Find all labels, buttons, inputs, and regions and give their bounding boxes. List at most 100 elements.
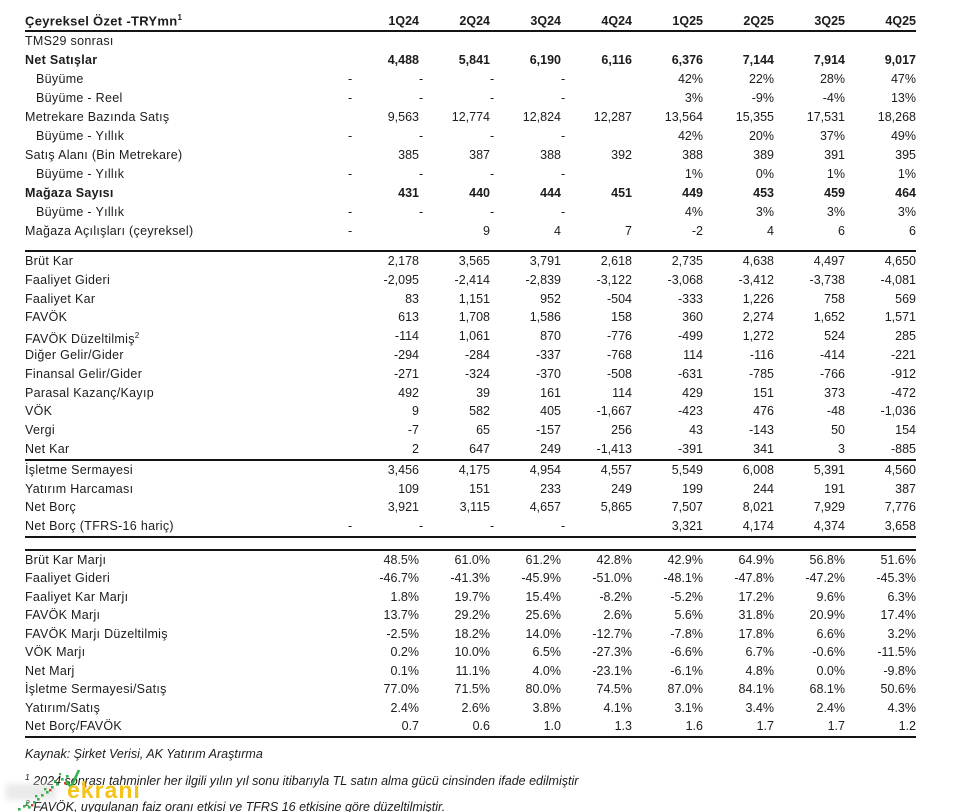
cell: 1.8% <box>390 589 420 604</box>
cell: 42.9% <box>667 552 703 567</box>
cell: 4,557 <box>600 462 632 477</box>
cell: 431 <box>398 186 419 200</box>
row-label: Net Borç (TFRS-16 hariç) <box>25 519 174 534</box>
cell: 9 <box>483 224 490 238</box>
footnote-2-text-end: faiz oranı etkisi ve TFRS 16 etkisine gö… <box>138 800 446 812</box>
cell: 1,586 <box>529 310 561 325</box>
table-row: Büyüme - Yıllık - - - - 1% 0% 1% 1% <box>25 165 916 184</box>
cell: 7,929 <box>813 500 845 515</box>
cell: 444 <box>540 186 561 200</box>
cell: -114 <box>394 329 419 344</box>
cell: 20.9% <box>809 608 845 623</box>
table-row: FAVÖK Marjı 13.7% 29.2% 25.6% 2.6% 5.6% 31.8% 2… <box>25 606 916 625</box>
table-title-footnote-ref: 1 <box>177 12 183 22</box>
cell: 2,178 <box>387 254 419 268</box>
cell: 9 <box>412 404 419 419</box>
cell: - <box>348 72 353 86</box>
row-label: Faaliyet Kar <box>25 291 96 306</box>
cell: 429 <box>682 385 703 400</box>
cell: 158 <box>611 310 632 325</box>
footnote-1-text: 2024 sonrası tahminler her ilgili yılın … <box>33 773 579 788</box>
cell: 451 <box>611 186 632 200</box>
cell: -46.7% <box>379 571 419 586</box>
cell: 74.5% <box>596 682 632 697</box>
cell: 37% <box>819 129 845 143</box>
cell: 2.6% <box>461 700 491 715</box>
table-row: Yatırım/Satış 2.4% 2.6% 3.8% 4.1% 3.1% 3.4% 2.4… <box>25 699 916 718</box>
cell: 249 <box>540 441 561 456</box>
cell: 61.2% <box>525 552 561 567</box>
cell: 6.5% <box>532 645 562 660</box>
cell: 191 <box>824 481 845 496</box>
row-label: FAVÖK <box>25 310 68 325</box>
cell: 17.8% <box>738 626 774 641</box>
cell: -2 <box>691 224 703 238</box>
table-body: TMS29 sonrası Net Satışlar 4,488 5,841 6,190… <box>25 32 916 738</box>
cell: 1,652 <box>813 310 845 325</box>
cell: -785 <box>748 366 774 381</box>
cell: -48 <box>826 404 845 419</box>
cell: -885 <box>890 441 916 456</box>
cell: -1,413 <box>596 441 632 456</box>
cell: -2,095 <box>383 272 419 287</box>
table-row: Vergi -7 65 -157 256 43 -143 50 154 <box>25 421 916 440</box>
cell: 758 <box>824 291 845 306</box>
cell: 17.2% <box>738 589 774 604</box>
cell: - <box>348 519 353 534</box>
cell: 341 <box>753 441 774 456</box>
row-label: Net Borç/FAVÖK <box>25 719 123 734</box>
cell: 256 <box>611 423 632 438</box>
cell: -8.2% <box>599 589 632 604</box>
cell: -324 <box>464 366 490 381</box>
cell: 154 <box>895 423 916 438</box>
cell: 391 <box>824 148 845 162</box>
cell: -271 <box>393 366 419 381</box>
cell: 385 <box>398 148 419 162</box>
cell: 1,061 <box>458 329 490 344</box>
cell: 47% <box>890 72 916 86</box>
cell: - <box>561 205 566 219</box>
row-label: Metrekare Bazında Satış <box>25 110 170 124</box>
cell: -333 <box>677 291 703 306</box>
cell: -12.7% <box>592 626 632 641</box>
cell: -766 <box>819 366 845 381</box>
cell: -472 <box>890 385 916 400</box>
cell: -116 <box>749 347 774 362</box>
cell: -3,068 <box>667 272 703 287</box>
cell: -9% <box>751 91 774 105</box>
table-row: Diğer Gelir/Gider -294 -284 -337 -768 114 -116… <box>25 346 916 365</box>
cell: 15.4% <box>525 589 561 604</box>
table-row: Faaliyet Gideri -46.7% -41.3% -45.9% -51.0% -… <box>25 569 916 588</box>
table-row: Satış Alanı (Bin Metrekare) 385 387 388 392 3… <box>25 146 916 165</box>
cell: -294 <box>393 347 419 362</box>
table-row: Mağaza Sayısı 431 440 444 451 449 453 459 464 <box>25 184 916 203</box>
cell: 524 <box>824 329 845 344</box>
cell: 6,190 <box>529 53 561 67</box>
cell: 7 <box>625 224 632 238</box>
cell: 1% <box>684 167 703 181</box>
row-label: Net Satışlar <box>25 53 98 67</box>
table-row: Yatırım Harcaması 109 151 233 249 199 244 191 38… <box>25 480 916 499</box>
cell: -776 <box>606 329 632 344</box>
cell: 80.0% <box>525 682 561 697</box>
table-row: TMS29 sonrası <box>25 32 916 51</box>
cell: -48.1% <box>663 571 703 586</box>
cell: 3,321 <box>671 519 703 534</box>
cell: 3,115 <box>459 500 490 515</box>
cell: 4,954 <box>529 462 561 477</box>
cell: 1% <box>897 167 916 181</box>
column-header-4q24: 4Q24 <box>601 14 632 28</box>
cell: -3,412 <box>738 272 774 287</box>
cell: - <box>419 519 424 534</box>
cell: -41.3% <box>450 571 490 586</box>
cell: 28% <box>819 72 845 86</box>
cell: 476 <box>753 404 774 419</box>
row-label: Diğer Gelir/Gider <box>25 347 124 362</box>
table-row: Net Borç (TFRS-16 hariç) - - - - 3,321 4,174 4,… <box>25 517 916 536</box>
cell: 2.4% <box>390 700 420 715</box>
row-label: Brüt Kar Marjı <box>25 552 107 567</box>
cell: 5,391 <box>813 462 845 477</box>
row-label: Yatırım/Satış <box>25 700 101 715</box>
cell: -391 <box>677 441 703 456</box>
cell: 387 <box>469 148 490 162</box>
